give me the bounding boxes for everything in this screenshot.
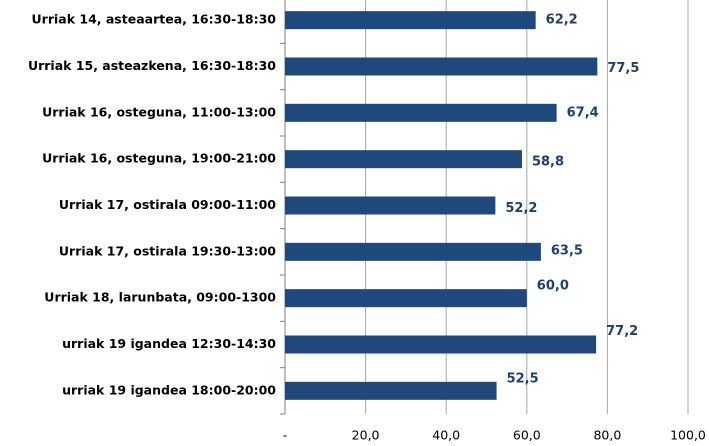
y-tick-label: Urriak 15, asteazkena, 16:30-18:30 xyxy=(28,58,276,73)
x-tick-label: 60,0 xyxy=(513,428,541,443)
x-tick-label: 20,0 xyxy=(352,428,380,443)
bar xyxy=(285,103,557,122)
y-tick-label: Urriak 17, ostirala 19:30-13:00 xyxy=(59,243,276,258)
bar xyxy=(285,381,497,400)
value-label: 77,5 xyxy=(607,61,639,76)
x-tick-label: 80,0 xyxy=(593,428,621,443)
value-label: 52,5 xyxy=(507,371,539,386)
y-tick-label: Urriak 14, asteaartea, 16:30-18:30 xyxy=(32,12,277,27)
y-tick-label: Urriak 16, osteguna, 11:00-13:00 xyxy=(42,104,276,119)
y-tick-label: urriak 19 igandea 12:30-14:30 xyxy=(62,336,276,351)
value-label: 77,2 xyxy=(606,324,638,339)
value-label: 58,8 xyxy=(532,155,564,170)
value-label: 62,2 xyxy=(546,13,578,28)
bar xyxy=(285,150,522,169)
bar xyxy=(285,289,527,308)
bar xyxy=(285,11,536,30)
y-tick-label: Urriak 18, larunbata, 09:00-1300 xyxy=(44,290,276,305)
value-label: 67,4 xyxy=(567,105,599,120)
bar xyxy=(285,196,496,215)
value-label: 60,0 xyxy=(537,279,569,294)
bar xyxy=(285,335,597,354)
x-tick-label: - xyxy=(283,428,288,443)
y-tick-label: urriak 19 igandea 18:00-20:00 xyxy=(62,382,276,397)
y-tick-label: Urriak 16, osteguna, 19:00-21:00 xyxy=(42,151,276,166)
x-tick-label: 100,0 xyxy=(670,428,706,443)
value-label: 52,2 xyxy=(505,201,537,216)
value-label: 63,5 xyxy=(551,243,583,258)
bar xyxy=(285,57,598,76)
x-tick-label: 40,0 xyxy=(432,428,460,443)
bar xyxy=(285,242,541,261)
y-tick-label: Urriak 17, ostirala 09:00-11:00 xyxy=(59,197,276,212)
